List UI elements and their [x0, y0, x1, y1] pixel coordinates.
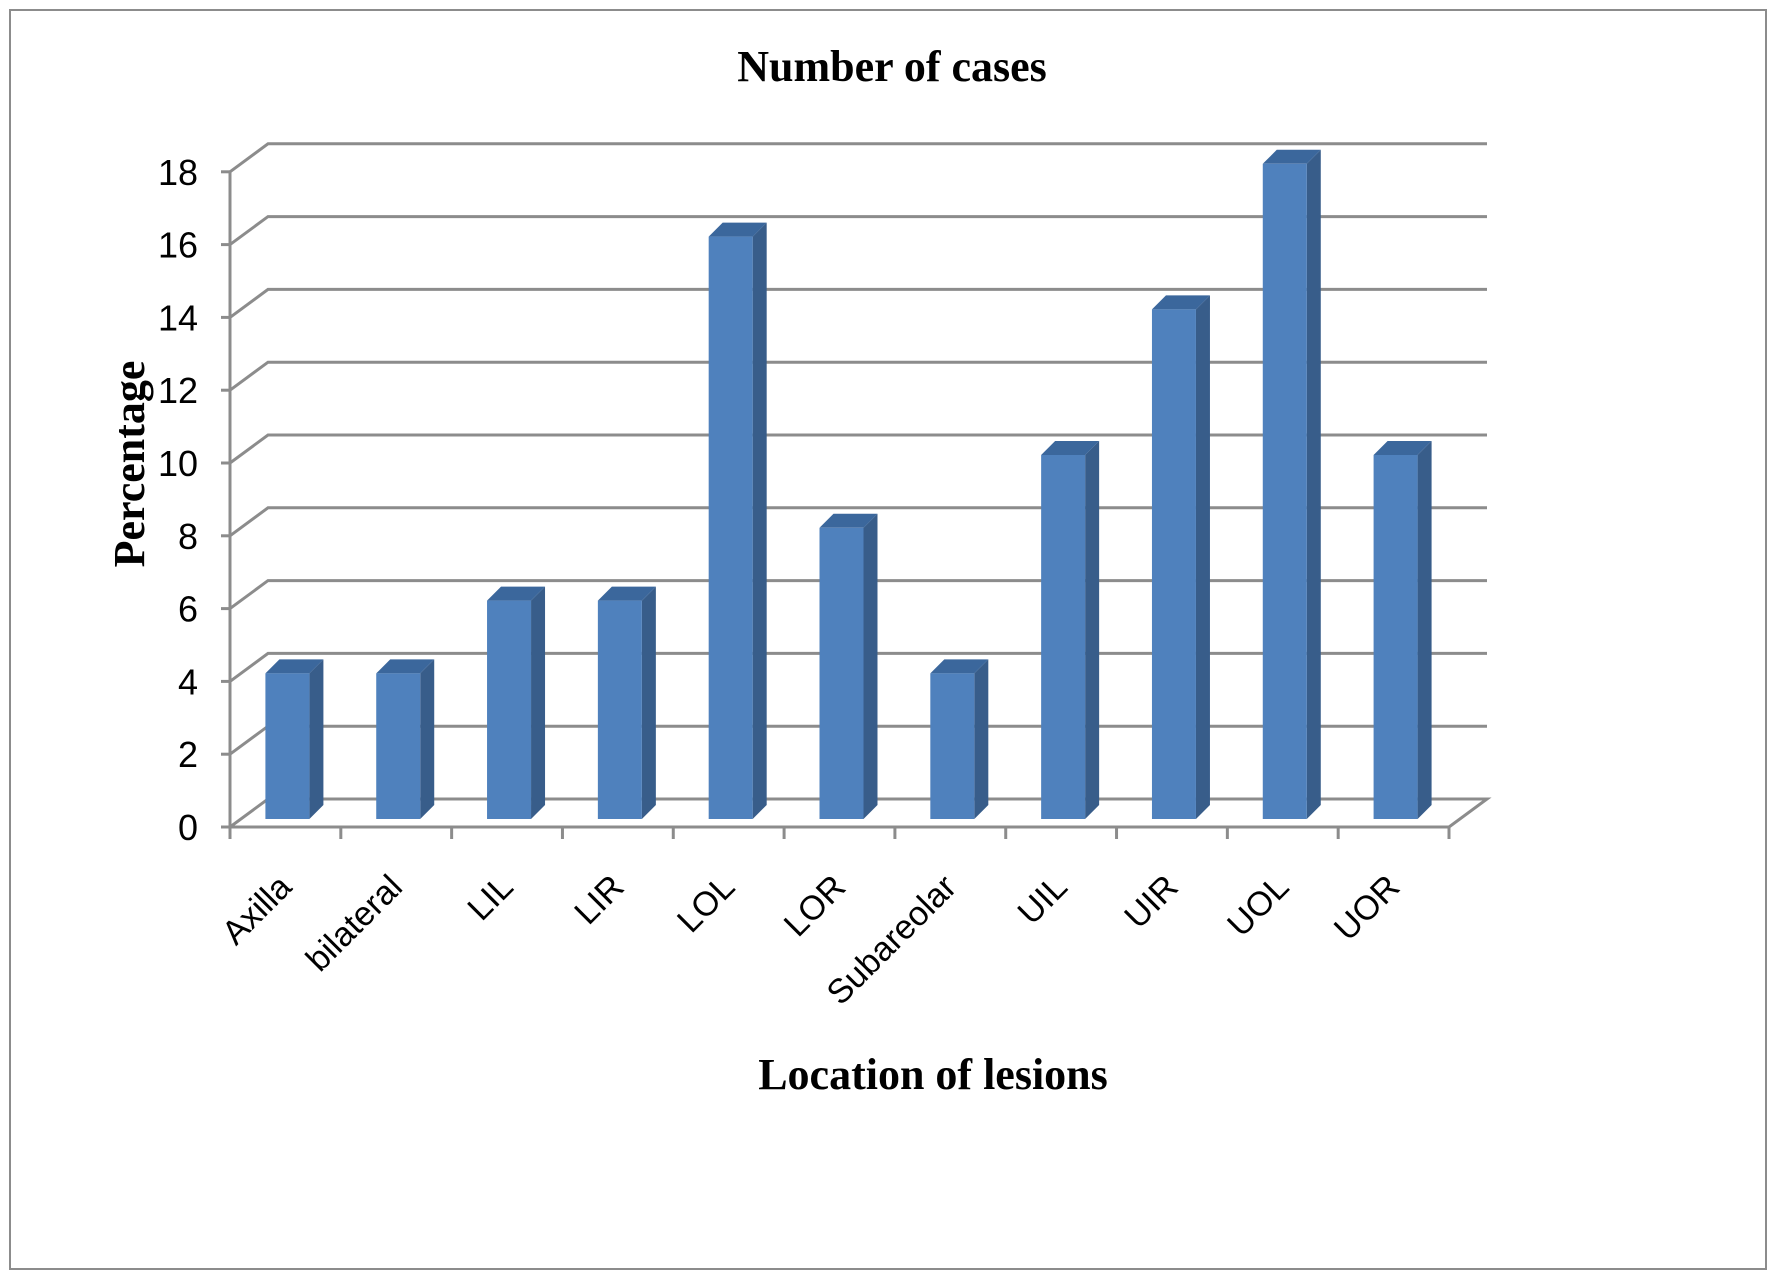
axes [221, 170, 1451, 839]
bar-front [1151, 309, 1196, 819]
bar-front [819, 527, 864, 819]
bar-top [930, 659, 989, 674]
bar-side [863, 513, 878, 819]
bar-side [752, 222, 767, 820]
x-tick-label: LIR [567, 868, 631, 932]
bar-top [376, 659, 435, 674]
y-tick-label: 6 [178, 589, 198, 630]
x-axis-title: Location of lesions [758, 1050, 1108, 1099]
x-tick-label: Axilla [215, 868, 299, 952]
bar-top [265, 659, 324, 674]
x-tick-label: LOL [670, 868, 742, 940]
x-tick-label: LOR [777, 868, 853, 944]
y-tick-labels: 0 2 4 6 8 10 12 14 16 18 [158, 152, 198, 848]
bar-axilla [265, 659, 324, 819]
chart-frame: Number of cases 0 2 4 6 8 10 12 14 16 18 Axilla bi… [9, 9, 1767, 1270]
x-tick-label: LIL [460, 868, 520, 928]
gridline [229, 360, 1487, 392]
y-tick-label: 4 [178, 661, 198, 702]
y-tick-label: 12 [158, 370, 198, 411]
bar-uil [1041, 441, 1100, 819]
bar-front [1373, 455, 1418, 819]
bar-lil [487, 586, 546, 819]
bar-subareolar [930, 659, 989, 819]
bar-lol [708, 222, 767, 820]
bar-uir [1151, 295, 1210, 819]
bar-side [1417, 441, 1432, 819]
x-tick-label: UOL [1220, 868, 1296, 944]
bars [265, 149, 1432, 820]
bar-lir [597, 586, 656, 819]
bar-front [487, 600, 532, 819]
y-axis-title: Percentage [105, 361, 154, 568]
bar-front [597, 600, 642, 819]
bar-side [1195, 295, 1210, 819]
x-tick-label: bilateral [299, 868, 410, 979]
y-tick-label: 0 [178, 807, 198, 848]
bar-front [1041, 455, 1086, 819]
bar-uor [1373, 441, 1432, 819]
gridline [229, 287, 1487, 319]
x-tick-label: UIR [1117, 868, 1185, 936]
bar-uol [1262, 149, 1321, 820]
bar-side [1085, 441, 1100, 819]
bar-top [1041, 441, 1100, 455]
y-tick-label: 14 [158, 297, 198, 338]
bar-side [309, 659, 324, 819]
gridline [229, 215, 1487, 246]
bar-top [1373, 441, 1432, 455]
y-tick-label: 8 [178, 516, 198, 557]
gridlines [229, 142, 1492, 829]
x-tick-label: UOR [1327, 868, 1407, 948]
bar-top [1262, 149, 1321, 164]
chart-title: Number of cases [737, 42, 1047, 91]
bar-side [1306, 149, 1321, 820]
bar-front [1262, 163, 1307, 820]
y-tick-label: 10 [158, 443, 198, 484]
gridline [229, 433, 1487, 465]
bar-top [487, 586, 546, 601]
gridline [229, 142, 1487, 174]
bar-top [1151, 295, 1210, 310]
bar-top [819, 513, 878, 528]
bar-front [265, 673, 310, 819]
bar-lor [819, 513, 878, 819]
bar-front [930, 673, 975, 819]
bar-bilateral [376, 659, 435, 819]
y-tick-label: 18 [158, 152, 198, 193]
x-tick-label: UIL [1011, 868, 1075, 932]
bar-side [531, 586, 546, 819]
bar-chart: Number of cases 0 2 4 6 8 10 12 14 16 18 Axilla bi… [105, 42, 1492, 1099]
bar-side [641, 586, 656, 819]
bar-front [376, 673, 421, 819]
bar-top [597, 586, 656, 601]
y-tick-label: 2 [178, 734, 198, 775]
bar-front [708, 236, 753, 820]
y-tick-label: 16 [158, 225, 198, 266]
bar-top [708, 222, 767, 237]
bar-side [420, 659, 435, 819]
bar-side [974, 659, 989, 819]
